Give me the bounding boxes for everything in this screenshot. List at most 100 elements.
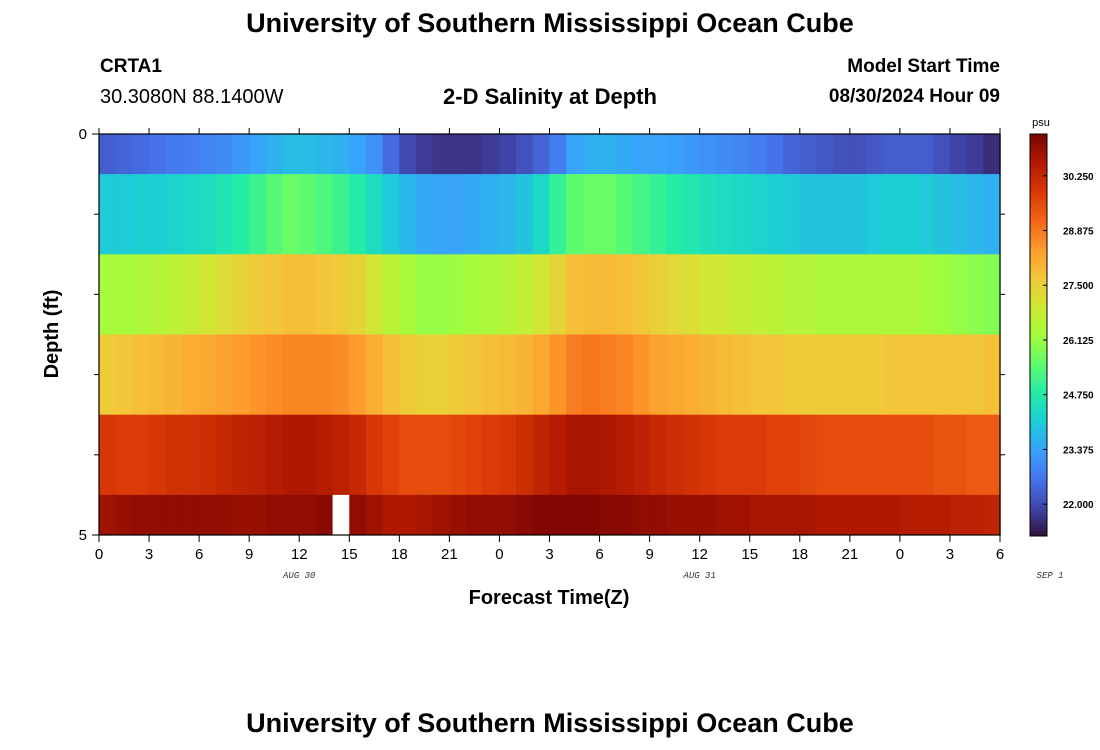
x-tick-label: 9 [645,546,653,563]
heatmap-cell [416,254,434,335]
heatmap-cell [549,494,567,536]
heatmap-cell [249,254,267,335]
x-tick-label: 9 [245,546,253,563]
heatmap-cell [349,254,367,335]
heatmap-cell [532,254,551,335]
heatmap-cell [382,334,400,416]
heatmap-cell [165,494,184,536]
y-axis-ticks: 05 [79,126,1005,544]
heatmap-cell [165,334,184,416]
heatmap-cell [783,254,801,335]
heatmap-cell [866,494,884,536]
heatmap-cell [849,254,868,335]
heatmap-cell [149,414,167,496]
heatmap-cells [99,134,1001,536]
footer-title: University of Southern Mississippi Ocean… [246,708,854,738]
heatmap-cell [816,494,834,536]
heatmap-cell [399,174,417,255]
heatmap-cell [833,494,851,536]
heatmap-cell [549,414,567,496]
heatmap-cell [966,254,984,335]
heatmap-cell [766,134,784,175]
heatmap-cell [983,414,1001,496]
heatmap-cell [449,134,467,175]
heatmap-cell [666,334,684,416]
heatmap-cell [632,174,651,255]
heatmap-cell [649,334,667,416]
heatmap-cell [199,494,217,536]
heatmap-cell [783,334,801,416]
colorbar-tick-label: 22.000 [1063,500,1094,511]
heatmap-cell [749,414,768,496]
x-tick-label: 3 [545,546,553,563]
heatmap-cell [933,134,951,175]
heatmap-cell [916,254,934,335]
heatmap-cell [349,174,367,255]
model-start-label: Model Start Time [847,56,1000,77]
heatmap-cell [365,174,384,255]
heatmap-cell [365,414,384,496]
heatmap-cell [749,494,768,536]
heatmap-cell [149,494,167,536]
heatmap-cell [699,334,717,416]
x-tick-label: 18 [791,546,808,563]
heatmap-cell [365,254,384,335]
heatmap-cell [199,414,217,496]
heatmap-cell [115,254,133,335]
heatmap-cell [315,414,334,496]
heatmap-cell [766,494,784,536]
heatmap-cell [232,134,250,175]
heatmap-cell [315,134,334,175]
heatmap-cell [215,134,234,175]
heatmap-cell [949,414,968,496]
heatmap-cell [699,174,717,255]
heatmap-cell [466,334,484,416]
heatmap-cell [866,254,884,335]
heatmap-cell [232,254,250,335]
heatmap-cell [532,134,551,175]
heatmap-cell [966,334,984,416]
heatmap-cell [365,494,384,536]
heatmap-cell [265,134,284,175]
heatmap-cell [566,494,584,536]
heatmap-cell [983,174,1001,255]
heatmap-cell [816,254,834,335]
heatmap-cell [115,134,133,175]
heatmap-cell [299,134,317,175]
heatmap-cell [482,414,501,496]
heatmap-cell [149,254,167,335]
x-axis-ticks: 0 3 6 9 12 15 18 21 0 3 6 9 12 15 18 21 0 3 6 [95,128,1004,563]
heatmap-cell [516,134,534,175]
heatmap-cell [666,494,684,536]
heatmap-cell [232,174,250,255]
heatmap-cell [699,414,717,496]
heatmap-cell [933,254,951,335]
heatmap-cell [532,174,551,255]
heatmap-cell [482,134,501,175]
heatmap-cell [416,414,434,496]
heatmap-cell [566,414,584,496]
x-tick-label: 18 [391,546,408,563]
heatmap-cell [482,494,501,536]
heatmap-cell [315,494,334,536]
heatmap-cell [616,414,634,496]
colorbar-tick-label: 23.375 [1063,445,1094,456]
heatmap-cell [99,254,117,335]
date-label: SEP 1 [1037,571,1064,581]
heatmap-cell [282,494,300,536]
heatmap-cell [149,134,167,175]
heatmap-cell [232,494,250,536]
x-tick-label: 3 [145,546,153,563]
heatmap-cell [165,134,184,175]
heatmap-cell [115,414,133,496]
heatmap-cell [566,134,584,175]
heatmap-cell [883,134,901,175]
heatmap-cell [799,254,818,335]
heatmap-cell [682,334,701,416]
heatmap-cell [299,414,317,496]
heatmap-cell [132,494,150,536]
heatmap-cell [599,414,617,496]
heatmap-cell [432,254,450,335]
y-tick-label: 0 [79,126,87,143]
heatmap-cell [783,494,801,536]
